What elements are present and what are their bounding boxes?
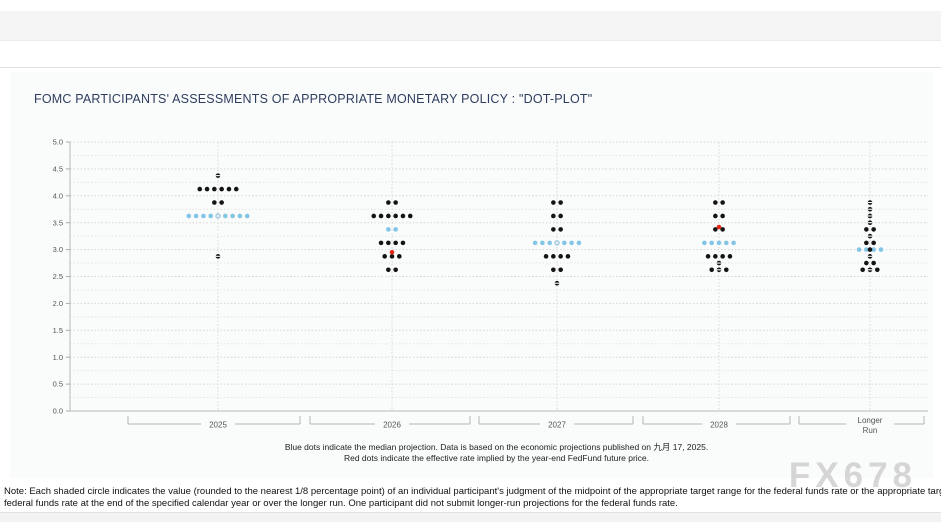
svg-text:3.5: 3.5 [53,218,63,227]
chart-title: FOMC PARTICIPANTS' ASSESSMENTS OF APPROP… [34,92,593,106]
svg-text:4.5: 4.5 [53,165,63,174]
svg-text:2.5: 2.5 [53,272,63,281]
svg-text:4.0: 4.0 [53,191,63,200]
svg-text:2028: 2028 [710,421,728,430]
svg-text:1.5: 1.5 [53,326,63,335]
svg-text:Run: Run [863,426,878,435]
svg-text:2025: 2025 [209,421,227,430]
header-divider [0,67,941,68]
dot-plot-chart: 5.0 4.5 4.0 3.5 3.0 2.5 2.0 1.5 1.0 0.5 0.0 2025 202… [53,138,928,435]
svg-text:2027: 2027 [548,421,566,430]
svg-text:3.0: 3.0 [53,245,63,254]
svg-text:Longer: Longer [858,416,883,425]
note-line-2: federal funds rate at the end of the spe… [4,498,678,509]
chart-note: Note: Each shaded circle indicates the v… [4,486,941,510]
note-line-1: Note: Each shaded circle indicates the v… [4,486,941,497]
svg-text:2.0: 2.0 [53,299,63,308]
footnote-red-dots: Red dots indicate the effective rate imp… [343,452,650,463]
chart-footnotes: Blue dots indicate the median projection… [70,442,923,463]
bottom-band [0,512,941,522]
chart-panel: FOMC PARTICIPANTS' ASSESSMENTS OF APPROP… [10,72,933,478]
svg-text:5.0: 5.0 [53,138,63,147]
svg-text:0.0: 0.0 [53,407,63,416]
svg-text:0.5: 0.5 [53,380,63,389]
svg-text:2026: 2026 [383,421,401,430]
footnote-blue-dots: Blue dots indicate the median projection… [284,442,709,452]
svg-text:1.0: 1.0 [53,353,63,362]
top-toolbar-band [0,11,941,41]
